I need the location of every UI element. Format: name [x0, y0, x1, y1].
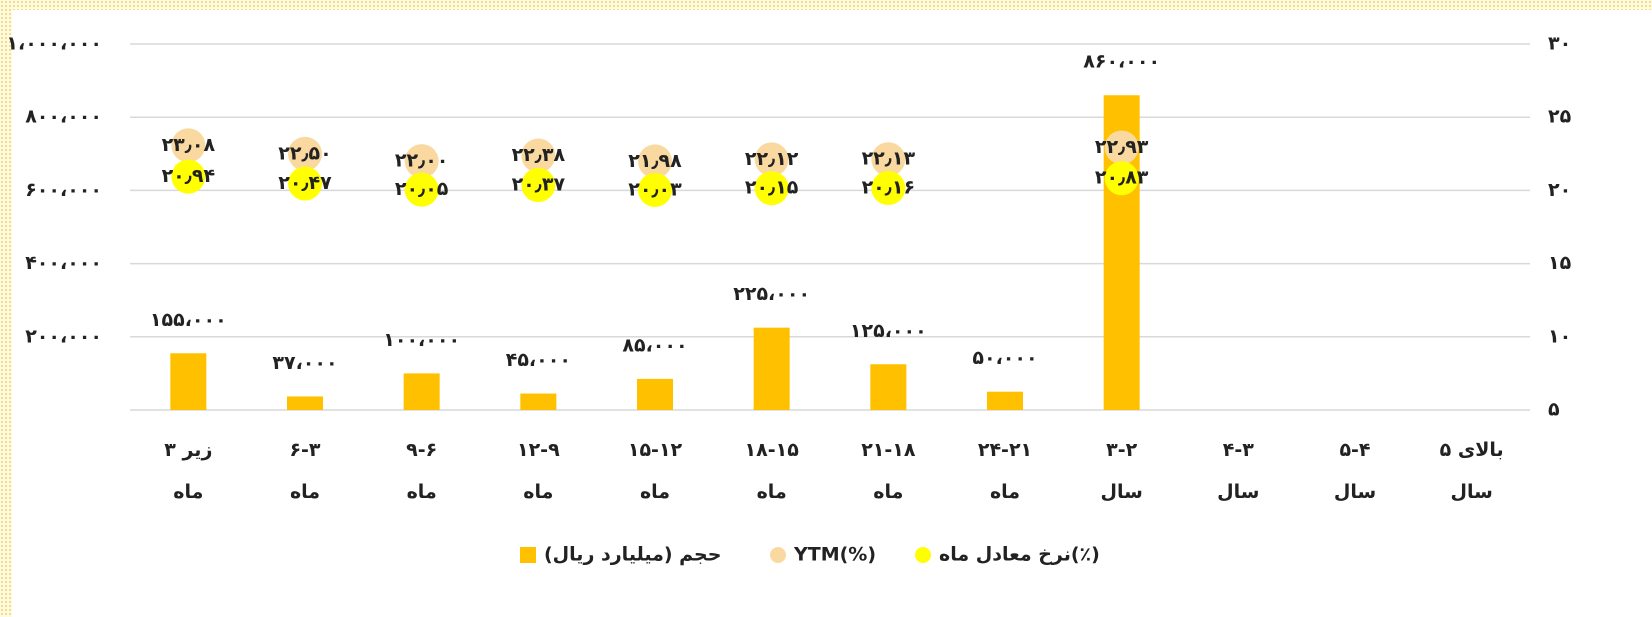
- data-label: ۲۳٫۰۸: [162, 134, 216, 156]
- x-tick-label: ۱۲-۹ ماه: [517, 439, 560, 503]
- point: [1104, 130, 1139, 165]
- data-label: ۲۰٫۹۴: [162, 165, 215, 187]
- point: [871, 142, 906, 177]
- x-tick-label: ۲۴-۲۱ ماه: [978, 439, 1032, 503]
- point: [871, 171, 906, 206]
- x-tick-label: بالای ۵ سال: [1440, 439, 1504, 503]
- point: [1104, 161, 1139, 196]
- data-label: ۱۲۵،۰۰۰: [850, 320, 927, 342]
- x-tick-label: ۶-۳ ماه: [289, 439, 320, 503]
- data-label: ۳۷،۰۰۰: [272, 352, 337, 374]
- data-label: ۲۲٫۱۲: [745, 148, 799, 170]
- x-tick-label: ۳-۲ سال: [1101, 439, 1143, 503]
- y-tick-label: ۱،۰۰۰،۰۰۰: [6, 33, 102, 55]
- y2-tick-label: ۱۵: [1548, 252, 1572, 274]
- x-tick-label: ۹-۶ ماه: [406, 439, 437, 503]
- data-label: ۲۰٫۰۳: [628, 178, 682, 200]
- point: [521, 167, 556, 202]
- data-label: ۲۲٫۵۰: [278, 142, 331, 164]
- bar: [520, 393, 557, 410]
- data-label: ۲۲٫۱۳: [862, 148, 916, 170]
- y2-tick-label: ۲۵: [1548, 106, 1572, 128]
- point: [404, 172, 439, 207]
- point: [404, 144, 439, 179]
- data-label: ۲۲٫۹۳: [1095, 136, 1149, 158]
- data-label: ۲۰٫۰۵: [395, 178, 449, 200]
- point: [288, 166, 322, 201]
- point: [754, 171, 789, 206]
- legend-label: حجم (میلیارد ریال): [544, 544, 721, 566]
- legend-label: نرخ معادل ماه(٪): [939, 544, 1100, 566]
- bar: [287, 396, 323, 410]
- data-label: ۲۲۵،۰۰۰: [733, 283, 810, 305]
- y-tick-label: ۲۰۰،۰۰۰: [25, 325, 102, 347]
- x-tick-label: ۱۵-۱۲ ماه: [628, 439, 683, 503]
- point: [638, 172, 672, 207]
- y2-tick-label: ۵: [1548, 399, 1560, 421]
- data-label: ۴۵،۰۰۰: [506, 349, 571, 371]
- point: [754, 142, 789, 177]
- data-label: ۲۲٫۰۰: [395, 150, 448, 172]
- x-tick-label: ۱۸-۱۵ ماه: [745, 439, 800, 503]
- x-tick-label: ۴-۳ سال: [1217, 439, 1259, 503]
- data-label: ۲۰٫۱۶: [862, 177, 915, 199]
- x-tick-label: ۲۱-۱۸ ماه: [861, 439, 916, 503]
- data-label: ۲۰٫۳۷: [512, 173, 566, 195]
- y2-tick-label: ۱۰: [1548, 325, 1571, 347]
- bar: [870, 364, 907, 410]
- bar: [170, 353, 207, 410]
- bar: [753, 327, 790, 410]
- data-label: ۲۰٫۴۷: [278, 172, 332, 194]
- x-tick-label: ۵-۴ سال: [1334, 439, 1376, 503]
- legend-swatch: [770, 547, 786, 563]
- y-tick-label: ۴۰۰،۰۰۰: [25, 252, 102, 274]
- data-label: ۲۱٫۹۸: [628, 150, 682, 172]
- y2-tick-label: ۲۰: [1548, 179, 1571, 201]
- data-label: ۲۰٫۱۵: [745, 177, 799, 199]
- data-label: ۲۲٫۳۸: [512, 144, 566, 166]
- legend-label: YTM(%): [793, 544, 876, 566]
- data-label: ۸۵،۰۰۰: [622, 334, 687, 356]
- data-label: ۲۰٫۸۳: [1095, 167, 1149, 189]
- bar: [987, 391, 1023, 410]
- y-tick-label: ۸۰۰،۰۰۰: [25, 106, 102, 128]
- y-tick-label: ۶۰۰،۰۰۰: [25, 179, 102, 201]
- point: [171, 159, 206, 194]
- data-label: ۱۰۰،۰۰۰: [383, 329, 460, 351]
- legend-swatch: [915, 547, 931, 563]
- legend-swatch: [520, 547, 536, 563]
- bar: [403, 373, 440, 410]
- data-label: ۵۰،۰۰۰: [972, 347, 1037, 369]
- point: [638, 144, 672, 179]
- bar: [637, 378, 673, 410]
- point: [171, 128, 206, 163]
- x-tick-label: زیر ۳ ماه: [164, 439, 212, 503]
- y2-tick-label: ۳۰: [1548, 33, 1571, 55]
- data-label: ۱۵۵،۰۰۰: [150, 309, 227, 331]
- point: [288, 136, 322, 171]
- data-label: ۸۶۰،۰۰۰: [1083, 51, 1160, 73]
- point: [521, 138, 556, 173]
